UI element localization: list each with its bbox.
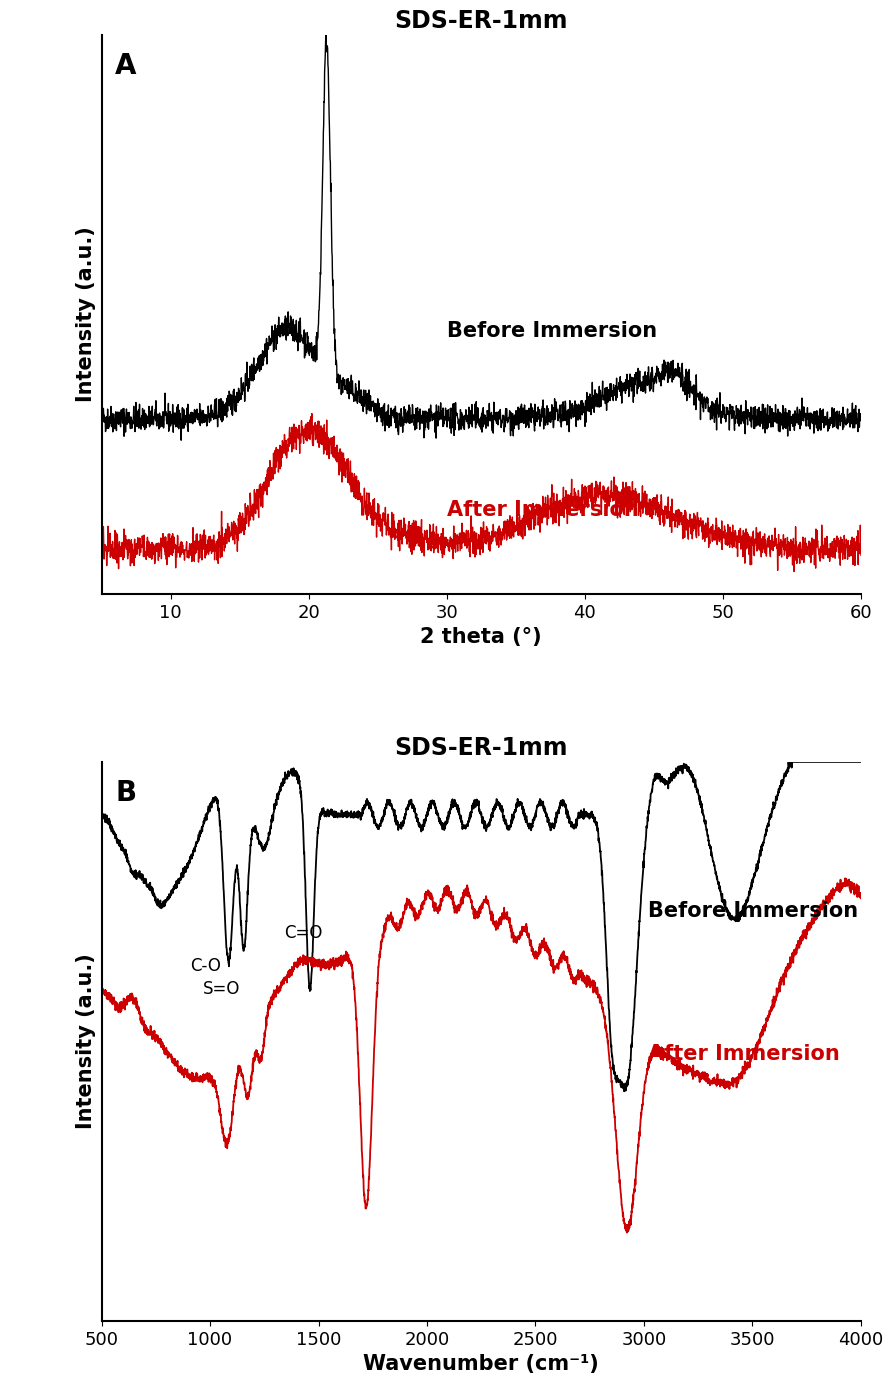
Text: C-O: C-O bbox=[190, 956, 221, 974]
Text: A: A bbox=[115, 52, 137, 80]
Text: S=O: S=O bbox=[203, 980, 241, 998]
Text: C=O: C=O bbox=[284, 924, 322, 942]
Title: SDS-ER-1mm: SDS-ER-1mm bbox=[395, 735, 568, 761]
Y-axis label: Intensity (a.u.): Intensity (a.u.) bbox=[76, 226, 96, 403]
Y-axis label: Intensity (a.u.): Intensity (a.u.) bbox=[76, 953, 96, 1130]
Title: SDS-ER-1mm: SDS-ER-1mm bbox=[395, 8, 568, 34]
Text: After Immersion: After Immersion bbox=[447, 499, 638, 520]
Text: After Immersion: After Immersion bbox=[648, 1044, 840, 1064]
X-axis label: 2 theta (°): 2 theta (°) bbox=[420, 628, 542, 647]
X-axis label: Wavenumber (cm⁻¹): Wavenumber (cm⁻¹) bbox=[364, 1355, 599, 1374]
Text: B: B bbox=[115, 779, 136, 807]
Text: Before Immersion: Before Immersion bbox=[447, 322, 657, 341]
Text: Before Immersion: Before Immersion bbox=[648, 902, 858, 921]
